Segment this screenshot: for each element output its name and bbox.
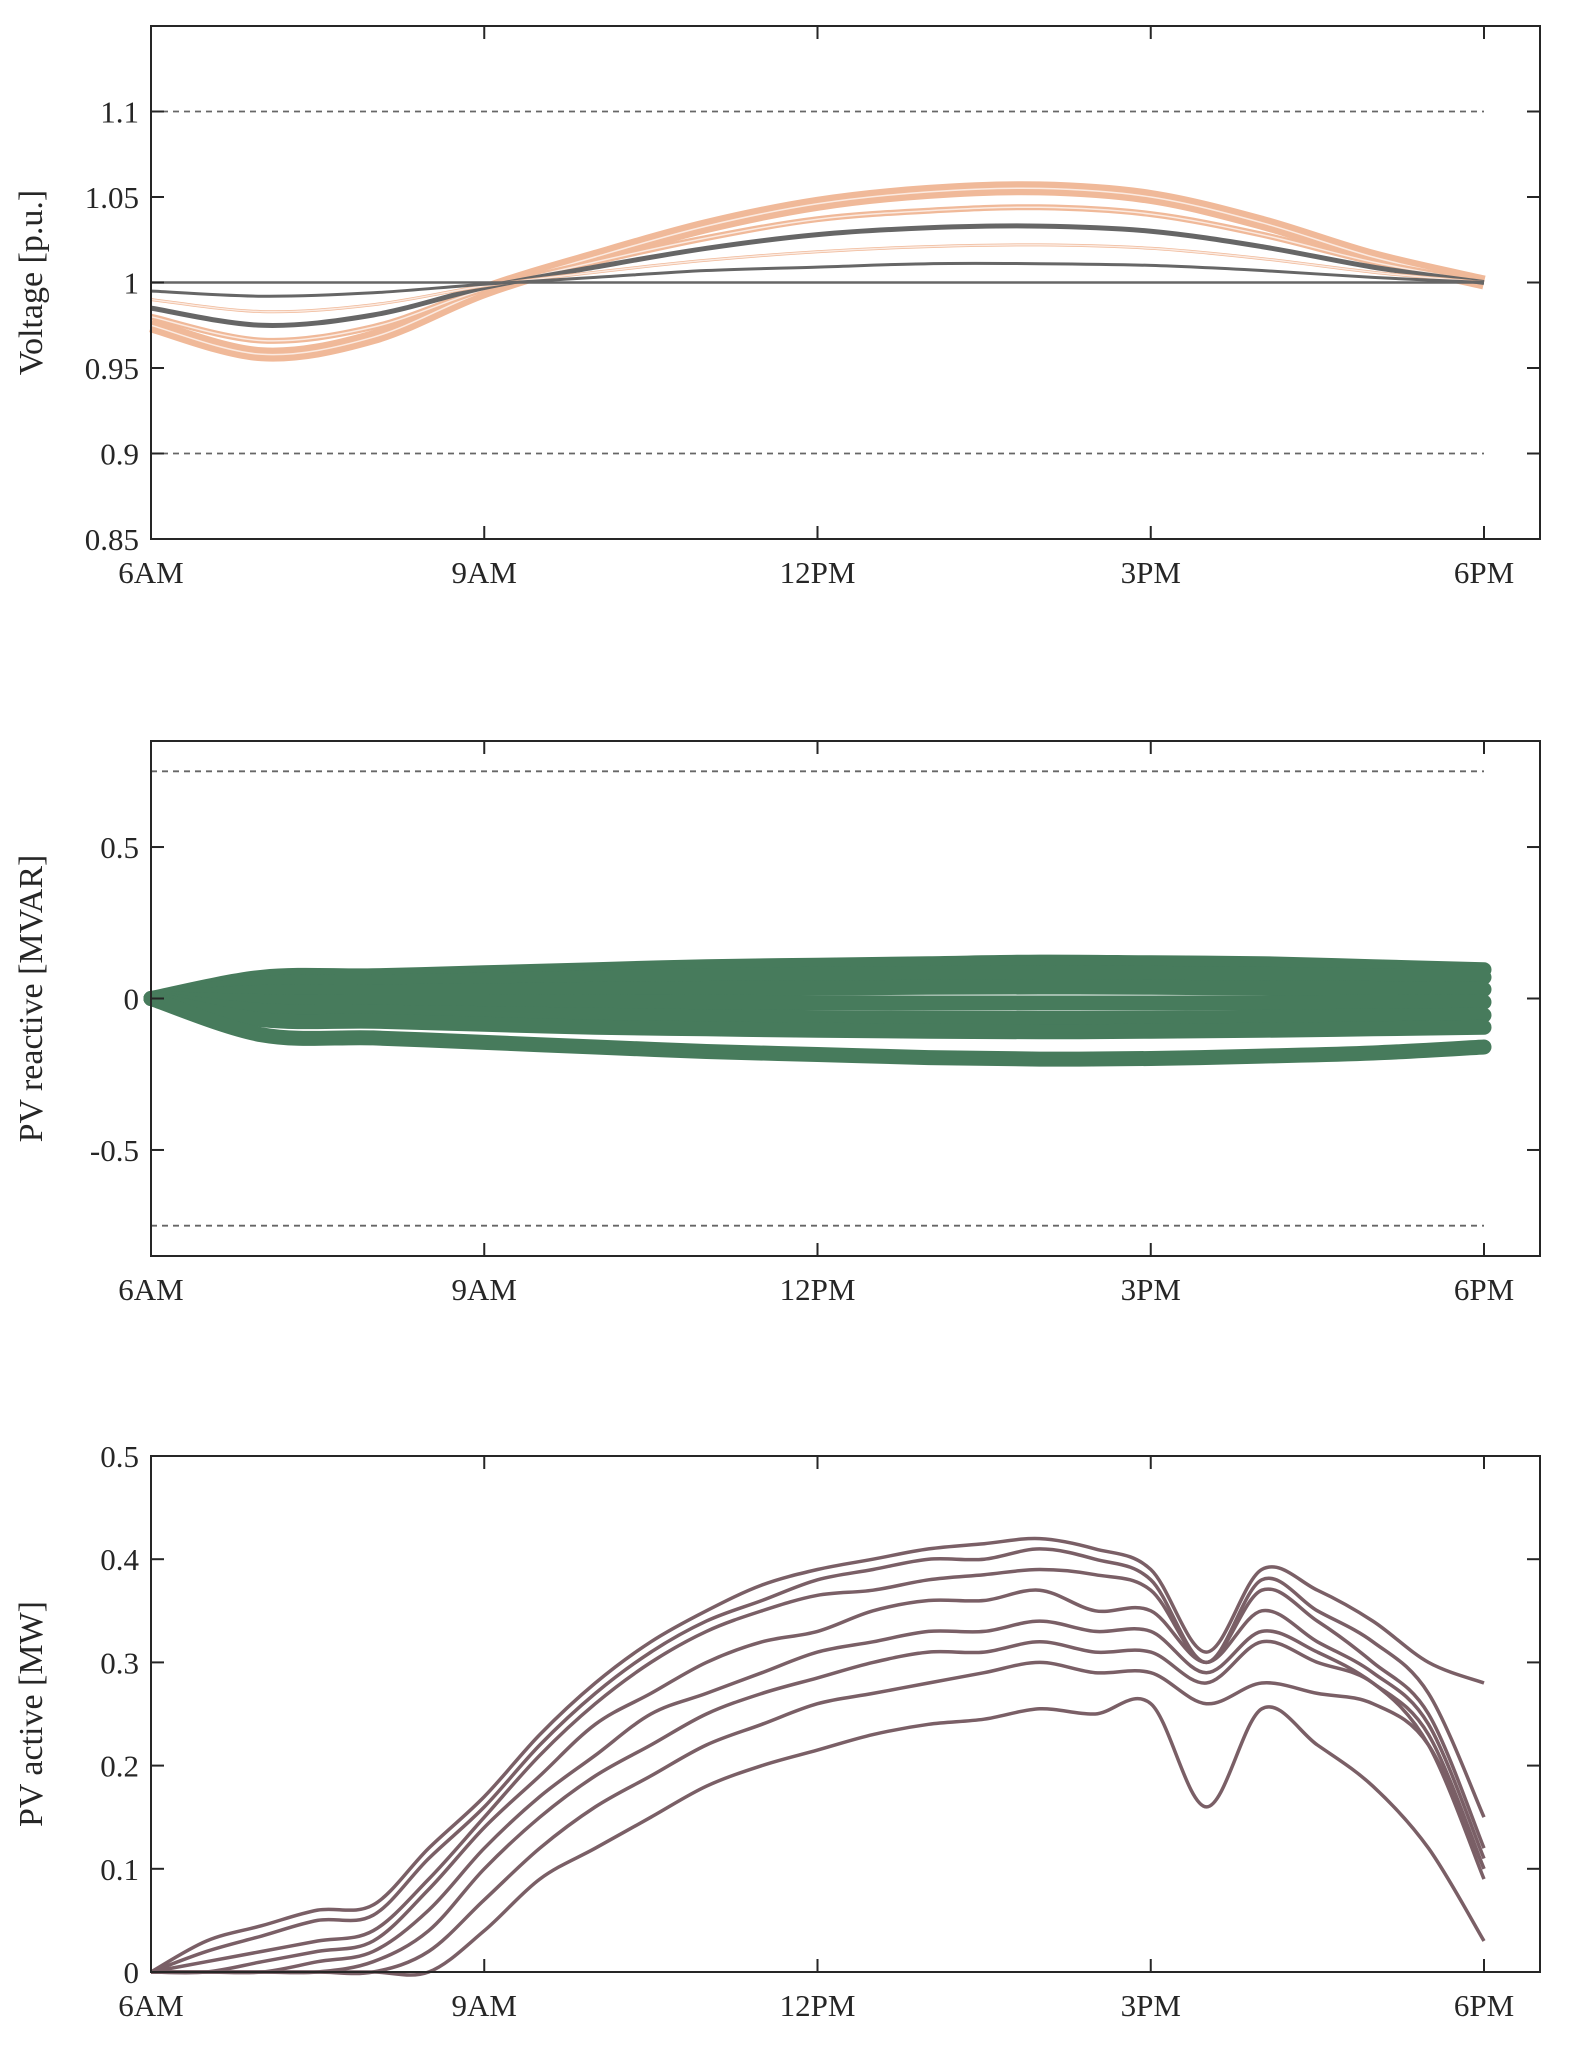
x-tick-label: 9AM [452, 1272, 517, 1307]
y-tick-label: 1.1 [100, 95, 139, 130]
y-tick-label: -0.5 [90, 1133, 139, 1168]
y-tick-label: 1 [124, 266, 140, 301]
series-line-5 [143, 991, 1492, 1027]
series-line-2 [143, 965, 1492, 1006]
x-tick-label: 6PM [1454, 555, 1514, 590]
x-tick-label: 12PM [780, 555, 856, 590]
y-tick-label: 0.85 [85, 522, 139, 557]
series-line-3 [143, 979, 1492, 1006]
y-tick-label: 0.2 [100, 1749, 139, 1784]
series-line-6 [143, 991, 1492, 1040]
series-line-5 [150, 1619, 1486, 1975]
series-line-8 [150, 1696, 1486, 1977]
x-tick-label: 6AM [118, 555, 183, 590]
x-tick-label: 3PM [1121, 555, 1181, 590]
series-line-3 [150, 1567, 1486, 1974]
series-line-3 [150, 223, 1485, 328]
chart-panel-1: 6AM 9AM 12PM 3PM 6PM 0.85 0.9 0.95 1 1.05 1.1 Volta… [13, 25, 1541, 590]
y-tick-label: 0.3 [100, 1645, 139, 1680]
series-line-4 [150, 1588, 1486, 1975]
x-tick-label: 6PM [1454, 1988, 1514, 2023]
y-tick-label: 0.5 [100, 1439, 139, 1474]
y-axis-label: Voltage [p.u.] [13, 190, 50, 375]
x-tick-label: 9AM [452, 1988, 517, 2023]
y-tick-label: 0 [124, 1955, 140, 1990]
x-tick-label: 6AM [118, 1272, 183, 1307]
y-tick-label: 0.9 [100, 437, 139, 472]
x-tick-label: 12PM [780, 1272, 856, 1307]
x-tick-label: 3PM [1121, 1272, 1181, 1307]
series-line-4 [150, 243, 1485, 314]
y-axis-label: PV active [MW] [13, 1601, 50, 1827]
series-line-highlight [150, 187, 1485, 356]
x-tick-label: 12PM [780, 1988, 856, 2023]
series-line-4 [143, 991, 1492, 1011]
x-tick-label: 6AM [118, 1988, 183, 2023]
x-tick-label: 3PM [1121, 1988, 1181, 2023]
y-tick-label: 0.5 [100, 830, 139, 865]
series-line-2 [150, 1547, 1486, 1974]
y-tick-label: 0.1 [100, 1852, 139, 1887]
y-axis-label: PV reactive [MVAR] [13, 855, 50, 1143]
series-line-7 [150, 1660, 1486, 1976]
chart-panel-2: 6AM 9AM 12PM 3PM 6PM -0.5 0 0.5 PV reactive [MVA… [13, 740, 1541, 1307]
x-tick-label: 6PM [1454, 1272, 1514, 1307]
y-tick-label: 0.4 [100, 1542, 139, 1577]
chart-panel-3: 6AM 9AM 12PM 3PM 6PM 0 0.1 0.2 0.3 0.4 0.5 PV activ… [13, 1439, 1541, 2023]
y-tick-label: 1.05 [85, 180, 139, 215]
series-line-7 [143, 991, 1492, 1067]
series-line-1 [150, 1536, 1485, 1974]
series-line-6 [150, 1639, 1486, 1975]
series-line-5 [150, 261, 1485, 298]
x-tick-label: 9AM [452, 555, 517, 590]
y-tick-label: 0.95 [85, 351, 139, 386]
axes-frame [150, 1455, 1541, 1973]
series-line-highlight [150, 244, 1485, 313]
series-line-highlight [150, 206, 1485, 342]
y-tick-label: 0 [124, 982, 140, 1017]
